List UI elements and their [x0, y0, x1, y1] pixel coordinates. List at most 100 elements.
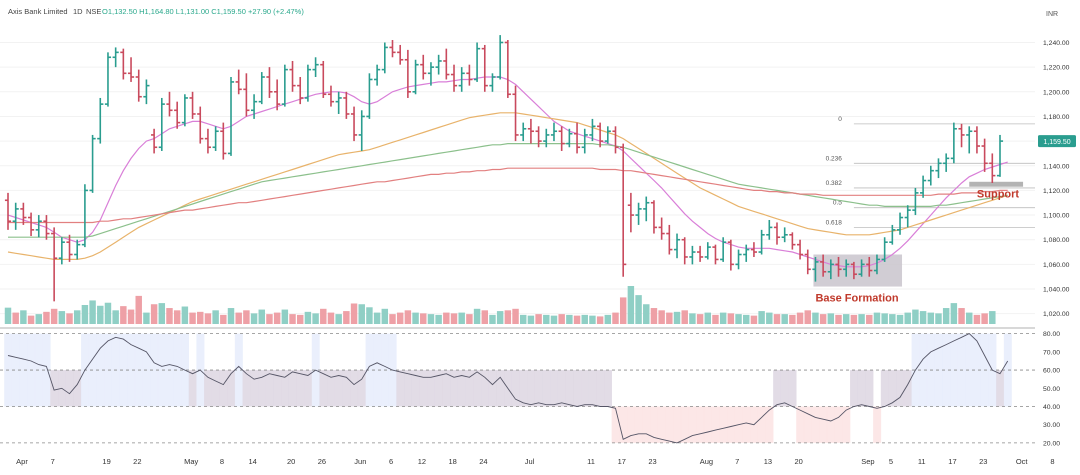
volume-bar — [604, 314, 612, 324]
volume-bar — [666, 312, 673, 324]
volume-bar — [673, 311, 681, 324]
indicator-zone — [803, 406, 812, 443]
indicator-zone — [665, 406, 674, 443]
ohlc-bar — [27, 212, 35, 237]
indicator-zone — [19, 333, 28, 407]
indicator-zone — [73, 370, 82, 407]
ohlc-bar — [866, 256, 873, 277]
indicator-zone — [42, 333, 51, 407]
volume-bar — [950, 303, 958, 324]
ohlc-bar — [481, 44, 488, 92]
indicator-zone — [234, 333, 243, 407]
last-price-badge — [1038, 135, 1076, 148]
indicator-zone — [257, 370, 266, 407]
ohlc-bar — [312, 57, 319, 78]
symbol-name: Axis Bank Limited — [8, 7, 68, 16]
indicator-zone — [850, 370, 859, 407]
volume-bar — [158, 303, 166, 324]
moving-average-line — [8, 167, 1008, 224]
indicator-zone — [296, 370, 305, 407]
volume-bar — [12, 312, 19, 324]
ohlc-bar — [773, 222, 781, 245]
indicator-zone — [727, 406, 735, 443]
volume-bar — [389, 314, 396, 324]
volume-bar — [619, 297, 627, 324]
volume-bar — [427, 314, 435, 324]
day-axis-label: 20 — [795, 457, 803, 466]
ohlc-bar — [220, 122, 227, 160]
indicator-zone — [280, 370, 289, 407]
volume-bar — [981, 313, 988, 324]
indicator-zone — [265, 370, 274, 407]
volume-bar — [450, 313, 458, 324]
volume-bar — [473, 308, 481, 324]
day-axis-label: 23 — [979, 457, 987, 466]
ohlc-bar — [197, 106, 204, 144]
indicator-zone — [457, 370, 466, 407]
indicator-zone — [442, 370, 451, 407]
volume-bar — [304, 311, 312, 324]
volume-bar — [35, 314, 42, 324]
volume-bar — [66, 313, 73, 324]
volume-bar — [689, 313, 696, 324]
ohlc-bar — [466, 64, 473, 86]
indicator-zone — [596, 370, 605, 407]
volume-bar — [650, 308, 658, 324]
volume-bar — [927, 312, 935, 324]
volume-bar — [343, 311, 350, 324]
volume-bar — [335, 314, 342, 324]
volume-bar — [227, 308, 235, 324]
ohlc-bar — [512, 85, 519, 142]
indicator-zone — [634, 406, 643, 443]
indicator-zone — [357, 370, 366, 407]
ohlc-bar — [520, 122, 527, 142]
volume-bar — [43, 311, 50, 324]
volume-bar — [320, 308, 327, 324]
indicator-zone — [527, 370, 536, 407]
ohlc-bar — [489, 73, 496, 92]
day-axis-label: 7 — [51, 457, 55, 466]
base-formation-label: Base Formation — [815, 293, 898, 305]
day-axis-label: 12 — [418, 457, 426, 466]
indicator-zone — [765, 406, 774, 443]
indicator-zone — [942, 333, 951, 407]
volume-bar — [796, 312, 804, 324]
indicator-zone — [627, 406, 636, 443]
volume-bar — [358, 304, 365, 324]
indicator-zone — [473, 370, 482, 407]
volume-bar — [773, 314, 781, 324]
ohlc-bar — [881, 237, 888, 262]
indicator-axis-label: 50.00 — [1043, 386, 1060, 393]
volume-bar — [966, 312, 973, 324]
indicator-line — [7, 333, 1009, 444]
ohlc-bar — [243, 73, 250, 117]
ohlc-bar — [781, 227, 788, 243]
indicator-zone — [542, 370, 551, 407]
indicator-zone — [919, 333, 928, 407]
volume-bar — [496, 311, 504, 324]
ohlc-bar — [251, 94, 258, 119]
volume-bar — [558, 314, 565, 324]
volume-bar — [527, 315, 535, 324]
volume-bar — [635, 295, 642, 324]
indicator-zone — [826, 406, 835, 443]
day-axis-label: 8 — [1050, 457, 1054, 466]
indicator-zone — [465, 370, 474, 407]
ohlc-bar — [727, 239, 734, 271]
volume-bar — [658, 310, 665, 324]
volume-bar — [612, 312, 619, 324]
indicator-zone — [488, 370, 497, 407]
volume-bar — [973, 314, 981, 324]
ohlc-bar — [81, 184, 88, 248]
day-axis-label: 22 — [133, 457, 141, 466]
volume-bar — [97, 305, 104, 324]
volume-bar — [481, 310, 489, 324]
volume-bar — [681, 310, 688, 324]
ohlc-bar — [850, 261, 857, 280]
day-axis-label: 11 — [918, 457, 926, 466]
volume-bar — [73, 310, 81, 324]
ohlc-bar — [166, 91, 173, 117]
chart-header: Axis Bank Limited 1D NSE O1,132.50 H1,16… — [8, 7, 1058, 18]
